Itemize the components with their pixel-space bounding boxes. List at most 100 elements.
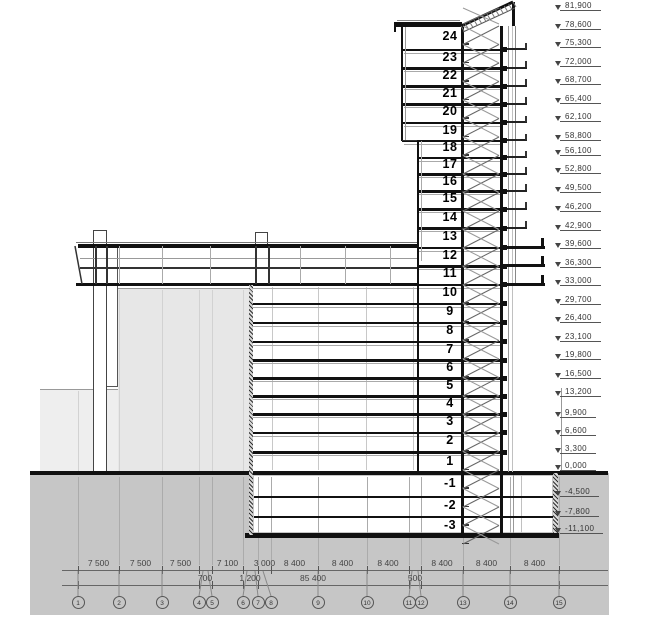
tower-step-line bbox=[402, 140, 417, 141]
dimension-tick bbox=[243, 566, 244, 574]
grid-line-below-ground bbox=[212, 477, 213, 565]
stair-zigzag bbox=[462, 469, 500, 489]
grid-line-in-mass bbox=[212, 290, 213, 471]
elevation-label: 9,900 bbox=[560, 408, 597, 418]
right-facade-edge bbox=[515, 26, 516, 284]
grid-line-in-mass bbox=[78, 391, 79, 471]
dimension-line bbox=[62, 570, 608, 571]
ceiling-line bbox=[252, 399, 503, 400]
grid-line-below-ground bbox=[78, 477, 79, 565]
bridge-column bbox=[255, 246, 257, 284]
grid-line-below-ground bbox=[463, 477, 464, 565]
balcony-ledge bbox=[503, 48, 527, 50]
elevation-flag-icon bbox=[555, 528, 561, 533]
floor-slab bbox=[417, 190, 503, 193]
bridge-mullion bbox=[345, 246, 346, 284]
dimension-line bbox=[62, 585, 608, 586]
dimension-tick bbox=[510, 566, 511, 574]
dimension-value: 8 400 bbox=[377, 558, 399, 568]
floor-slab bbox=[250, 302, 503, 305]
stair-zigzag bbox=[462, 155, 500, 175]
elevation-flag-icon bbox=[555, 243, 561, 248]
foundation-slab bbox=[245, 533, 559, 538]
floor-slab bbox=[417, 265, 503, 268]
stair-zigzag bbox=[462, 303, 500, 323]
bridge-mullion bbox=[119, 246, 120, 284]
floor-slab bbox=[417, 208, 503, 211]
stair-zigzag bbox=[462, 358, 500, 378]
balcony-slab bbox=[503, 282, 545, 286]
ceiling-line bbox=[252, 344, 503, 346]
stair-zigzag bbox=[462, 81, 500, 101]
facade-column-section bbox=[502, 155, 507, 160]
elevation-flag-icon bbox=[555, 225, 561, 230]
roof-hatch-tick bbox=[486, 13, 491, 20]
floor-number: 10 bbox=[442, 285, 458, 299]
elevation-flag-icon bbox=[555, 168, 561, 173]
elevation-flag-icon bbox=[555, 150, 561, 155]
roof-right-edge bbox=[511, 2, 515, 26]
grid-line-below-ground bbox=[559, 477, 560, 565]
podium-left-wall bbox=[248, 285, 253, 535]
roof-hatch-tick bbox=[460, 25, 465, 32]
elevation-flag-icon bbox=[555, 317, 561, 322]
facade-column-section bbox=[502, 245, 507, 250]
dimension-tick bbox=[367, 566, 368, 574]
facade-column-section bbox=[502, 411, 507, 417]
elevation-flag-icon bbox=[555, 448, 561, 453]
floor-slab bbox=[417, 246, 503, 249]
stair-zigzag bbox=[462, 44, 500, 64]
tower-left-wall-upper bbox=[400, 26, 403, 141]
floor-slab bbox=[402, 85, 503, 88]
elevation-label: 78,600 bbox=[560, 20, 601, 30]
floor-number: 1 bbox=[446, 453, 454, 468]
facade-column-section bbox=[502, 225, 507, 231]
bridge-column bbox=[106, 246, 108, 284]
floor-number: 14 bbox=[442, 209, 458, 224]
roof-hatch-tick bbox=[512, 1, 517, 8]
basement-wall-line bbox=[521, 473, 522, 533]
roof-hatch-tick bbox=[495, 9, 500, 16]
basement-slab bbox=[254, 496, 553, 498]
balcony-ledge bbox=[503, 156, 527, 158]
bridge-parapet-line bbox=[76, 242, 417, 243]
grid-line-below-ground bbox=[258, 477, 259, 565]
elevation-flag-icon bbox=[555, 430, 561, 435]
floor-number: 20 bbox=[442, 104, 458, 118]
elevation-flag-icon bbox=[555, 373, 561, 378]
basement-right-wall bbox=[552, 473, 558, 533]
elevation-flag-icon bbox=[555, 42, 561, 47]
facade-column-section bbox=[502, 449, 507, 455]
roof-line bbox=[397, 19, 460, 21]
tower-inner-line bbox=[420, 141, 422, 261]
roof-slab bbox=[395, 22, 462, 27]
floor-number: 24 bbox=[442, 28, 458, 43]
stair-zigzag bbox=[462, 451, 500, 471]
grid-line-below-ground bbox=[409, 477, 410, 565]
floor-number: 23 bbox=[442, 49, 458, 64]
facade-column-section bbox=[502, 301, 507, 306]
facade-column-section bbox=[502, 138, 507, 143]
stair-zigzag bbox=[462, 210, 500, 230]
ceiling-line bbox=[252, 417, 503, 418]
bridge-bottom-slab bbox=[76, 283, 417, 286]
facade-column-section bbox=[502, 282, 507, 287]
grid-line-below-ground bbox=[271, 477, 272, 565]
floor-slab bbox=[402, 139, 503, 142]
ledge-parapet bbox=[525, 133, 527, 140]
stair-zigzag bbox=[462, 62, 500, 82]
grid-axis-bubble: 2 bbox=[112, 596, 126, 609]
floor-slab bbox=[250, 359, 503, 362]
stair-zigzag bbox=[462, 136, 500, 156]
dimension-tick bbox=[212, 566, 213, 574]
stair-zigzag bbox=[462, 488, 500, 508]
dimension-tick bbox=[318, 566, 319, 574]
floor-number: 21 bbox=[442, 86, 458, 100]
left-pylon-wide bbox=[107, 246, 118, 387]
elevation-label: 19,800 bbox=[560, 350, 601, 360]
elevation-flag-icon bbox=[555, 116, 561, 121]
adjacent-building-mass bbox=[118, 288, 250, 473]
balcony-ledge bbox=[503, 139, 527, 141]
grid-line-in-mass bbox=[199, 290, 200, 471]
